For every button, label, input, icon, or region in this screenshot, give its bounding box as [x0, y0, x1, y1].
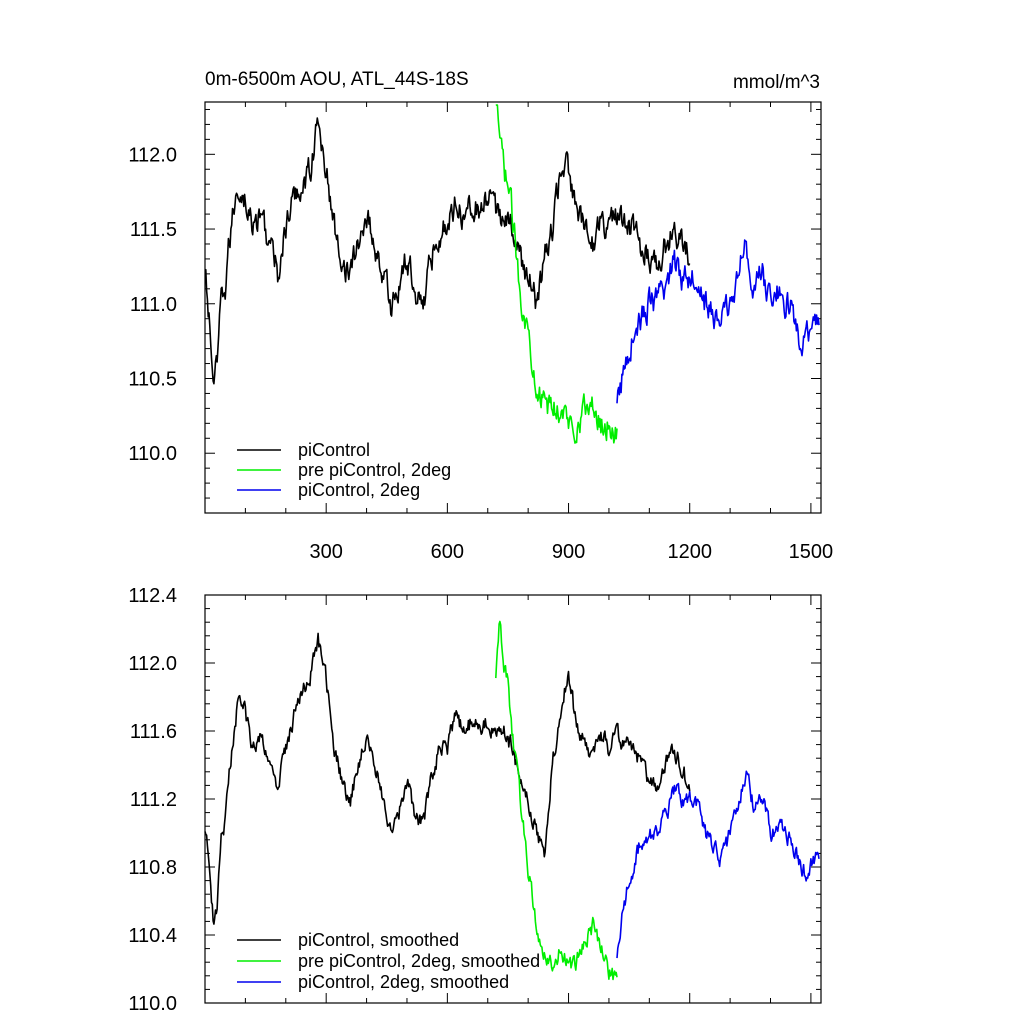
series-line-pre-picontrol-2deg: [495, 104, 618, 444]
series-line-picontrol-2deg: [616, 239, 820, 404]
bottom-panel-frame: [204, 594, 822, 1004]
series-line-picontrol-2deg-smoothed: [616, 770, 820, 959]
y-tick-label: 111.2: [130, 789, 177, 811]
x-tick-label: 600: [431, 541, 464, 563]
top-panel-tick-labels: 110.0 110.5 111.0 111.5 112.0 300 600 900 1200 15…: [128, 144, 833, 563]
top-panel-units: mmol/m^3: [733, 72, 820, 93]
bottom-panel: 110.0 110.4 110.8 111.2 111.6 112.0 112.4 piCo…: [128, 585, 822, 1015]
y-tick-label: 111.6: [130, 721, 177, 743]
legend-label: piControl, 2deg: [298, 480, 420, 500]
top-panel-series: [204, 104, 820, 444]
legend-label: piControl, 2deg, smoothed: [298, 972, 509, 992]
x-tick-label: 1200: [667, 541, 712, 563]
bottom-panel-series: [204, 620, 820, 981]
series-line-pre-picontrol-2deg-smoothed: [495, 620, 618, 981]
y-tick-label: 112.0: [128, 144, 177, 166]
x-tick-label: 900: [552, 541, 585, 563]
series-line-picontrol: [204, 117, 691, 385]
y-tick-label: 110.8: [128, 857, 177, 879]
bottom-panel-tick-labels: 110.0 110.4 110.8 111.2 111.6 112.0 112.4: [128, 585, 177, 1015]
legend-label: pre piControl, 2deg: [298, 460, 451, 480]
top-panel-frame: [204, 101, 822, 514]
y-tick-label: 110.5: [128, 368, 177, 390]
series-line-picontrol-smoothed: [204, 632, 691, 925]
y-tick-label: 111.0: [130, 294, 177, 316]
y-tick-label: 112.4: [128, 585, 177, 607]
top-panel: 0m-6500m AOU, ATL_44S-18S mmol/m^3 110.0…: [128, 69, 833, 563]
y-tick-label: 110.0: [128, 443, 177, 465]
y-tick-label: 110.4: [128, 925, 177, 947]
legend-label: piControl, smoothed: [298, 930, 459, 950]
y-tick-label: 111.5: [130, 219, 177, 241]
x-tick-label: 1500: [789, 541, 834, 563]
top-panel-title: 0m-6500m AOU, ATL_44S-18S: [205, 69, 469, 90]
legend-label: pre piControl, 2deg, smoothed: [298, 951, 540, 971]
y-tick-label: 110.0: [128, 993, 177, 1015]
x-tick-label: 300: [309, 541, 342, 563]
y-tick-label: 112.0: [128, 653, 177, 675]
legend-label: piControl: [298, 440, 370, 460]
